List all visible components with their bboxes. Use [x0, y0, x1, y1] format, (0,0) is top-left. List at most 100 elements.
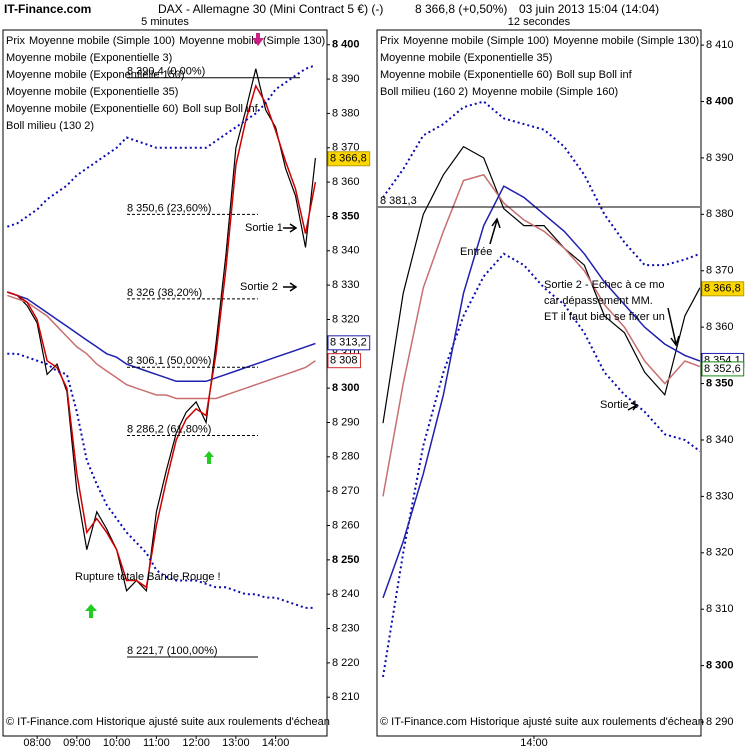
legend-entry: Boll milieu (160 2)	[380, 86, 468, 98]
annotation: car dépassement MM.	[544, 295, 653, 307]
instrument-title: DAX - Allemagne 30 (Mini Contract 5 €) (…	[158, 2, 383, 16]
annotation-arrow	[489, 217, 501, 245]
legend-entry: Moyenne mobile (Simple 160)	[472, 86, 618, 98]
y-tick-label: 8 380	[706, 208, 734, 220]
x-tick-label: 14:00	[262, 737, 290, 749]
y-tick-label: 8 340	[332, 245, 360, 257]
legend-entry: Boll sup Boll inf	[182, 103, 258, 115]
x-tick-label: 09:00	[63, 737, 91, 749]
annotation-arrow	[627, 402, 639, 411]
y-tick-label: 8 350	[706, 377, 734, 389]
annotation: Sortie 1	[245, 222, 283, 234]
y-tick-label: 8 370	[332, 142, 360, 154]
series-line	[7, 68, 316, 593]
annotation: Rupture totale Bande Rouge !	[75, 571, 221, 583]
y-tick-label: 8 290	[332, 416, 360, 428]
legend-entry: Moyenne mobile (Exponentielle 150)	[6, 69, 185, 81]
y-tick-label: 8 330	[332, 279, 360, 291]
level-label: 8 350,6 (23,60%)	[127, 202, 211, 214]
level-label: 8 326 (38,20%)	[127, 287, 202, 299]
legend-entry: Moyenne mobile (Simple 100)	[29, 35, 175, 47]
level-label: 8 390,4 (0,00%)	[127, 66, 205, 78]
chart-subtitle: 5 minutes	[141, 16, 189, 28]
quote: 8 366,8 (+0,50%)	[415, 2, 507, 16]
y-tick-label: 8 400	[332, 39, 360, 51]
plot-frame	[376, 29, 702, 737]
y-tick-label: 8 280	[332, 451, 360, 463]
y-tick-label: 8 390	[706, 152, 734, 164]
chart-subtitle: 12 secondes	[508, 16, 571, 28]
signal-arrow	[204, 451, 214, 464]
annotation-arrow	[283, 223, 298, 233]
price-flag-label: 8 366,8	[330, 153, 367, 165]
series-line	[382, 185, 700, 599]
legend-entry: Moyenne mobile (Exponentielle 35)	[6, 86, 178, 98]
series-line	[7, 352, 316, 609]
level-label: 8 221,7 (100,00%)	[127, 645, 218, 657]
legend-entry: Moyenne mobile (Simple 130)	[179, 35, 325, 47]
level-label: 8 306,1 (50,00%)	[127, 355, 211, 367]
y-tick-label: 8 260	[332, 519, 360, 531]
series-line	[382, 173, 700, 497]
site-name: IT-Finance.com	[4, 2, 91, 16]
price-flag-label: 8 366,8	[704, 283, 741, 295]
x-tick-label: 11:00	[143, 737, 170, 749]
legend-entry: Moyenne mobile (Exponentielle 60)	[380, 69, 552, 81]
x-tick-label: 10:00	[103, 737, 131, 749]
legend-entry: Moyenne mobile (Exponentielle 3)	[6, 52, 172, 64]
y-tick-label: 8 340	[706, 434, 734, 446]
legend-entry: Boll sup Boll inf	[556, 69, 632, 81]
price-flag	[701, 281, 745, 297]
y-tick-label: 8 270	[332, 485, 360, 497]
y-tick-label: 8 330	[706, 490, 734, 502]
signal-arrow	[252, 33, 264, 46]
x-tick-label: 13:00	[222, 737, 250, 749]
legend-entry: Moyenne mobile (Exponentielle 60)	[6, 103, 178, 115]
footer-note: © IT-Finance.com Historique ajusté suite…	[6, 716, 330, 728]
y-tick-label: 8 290	[706, 716, 734, 728]
series-line	[7, 294, 316, 400]
legend-entry: Boll milieu (130 2)	[6, 120, 94, 132]
annotation-arrow	[283, 282, 298, 292]
legend-entry: Moyenne mobile (Exponentielle 35)	[380, 52, 552, 64]
annotation-arrow	[667, 307, 680, 347]
series-line	[382, 252, 700, 678]
y-tick-label: 8 410	[706, 39, 734, 51]
legend-entry: Prix	[6, 35, 25, 47]
y-tick-label: 8 390	[332, 73, 360, 85]
y-tick-label: 8 360	[332, 176, 360, 188]
series-line	[382, 145, 700, 424]
level-label: 8 286,2 (61,80%)	[127, 423, 211, 435]
price-flag	[327, 353, 362, 369]
price-flag-label: 8 352,6	[704, 363, 741, 375]
y-tick-label: 8 230	[332, 622, 360, 634]
plot-frame	[2, 29, 328, 737]
legend-entry: Moyenne mobile (Simple 100)	[403, 35, 549, 47]
annotation: Sortie 2	[240, 281, 278, 293]
reference-label: 8 381,3	[380, 195, 417, 207]
price-flag-label: 8 308	[330, 355, 358, 367]
plot-area	[6, 64, 317, 609]
x-tick-label: 12:00	[182, 737, 210, 749]
legend-entry: Moyenne mobile (Simple 130)	[553, 35, 699, 47]
y-tick-label: 8 220	[332, 657, 360, 669]
price-flag	[701, 361, 745, 377]
annotation: Sortie 1	[600, 399, 638, 411]
series-line	[7, 291, 316, 383]
series-line	[6, 64, 316, 228]
y-tick-label: 8 360	[706, 321, 734, 333]
chart-panel: 5 minutes 8 400 8 390 8 380 8 370 8 360 8 350 8…	[2, 16, 371, 749]
signal-arrow	[85, 604, 97, 618]
plot-area	[382, 100, 700, 678]
annotation: Entrée	[460, 246, 492, 258]
y-tick-label: 8 240	[332, 588, 360, 600]
y-tick-label: 8 210	[332, 691, 360, 703]
footer-note: © IT-Finance.com Historique ajusté suite…	[380, 716, 704, 728]
price-flag	[327, 151, 371, 167]
price-flag	[327, 335, 371, 351]
y-tick-label: 8 320	[706, 547, 734, 559]
y-tick-label: 8 380	[332, 107, 360, 119]
chart-panel: 12 secondes 8 410 8 400 8 390 8 380 8 370 8 36…	[376, 16, 745, 749]
y-tick-label: 8 400	[706, 95, 734, 107]
